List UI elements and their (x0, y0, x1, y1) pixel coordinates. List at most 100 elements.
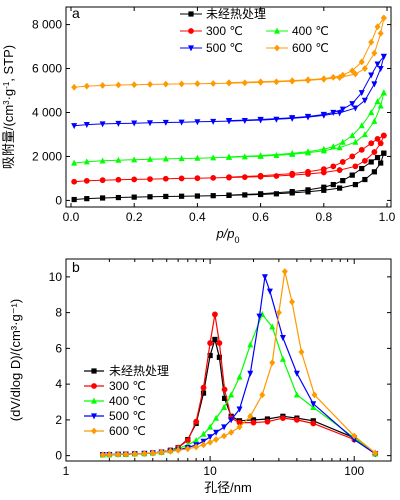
panel-a-x-tick-label-1: 0.2 (126, 210, 143, 224)
panel-b-series-4-point-27 (372, 449, 379, 457)
panel-a-series-0-ads-point-2 (100, 195, 106, 201)
panel-a-series-1-des-point-3 (358, 146, 365, 153)
panel-b-series-4-point-26 (351, 432, 358, 440)
panel-a-y-tick-label-4: 8 000 (32, 18, 62, 32)
panel-b-series-4-point-11 (193, 443, 200, 451)
panel-a-series-4-des-point-7 (320, 75, 327, 83)
panel-b-legend-label-1: 300 ℃ (109, 379, 146, 393)
panel-a-series-4-des-point-10 (257, 78, 264, 86)
panel-a-series-0-ads-point-20 (371, 169, 377, 175)
panel-a-series (71, 14, 387, 203)
panel-a-series-3-ads-point-9 (210, 118, 217, 125)
panel-a-series-1-des-point-5 (339, 159, 346, 165)
panel-a-series-0-ads-point-9 (210, 193, 216, 199)
panel-a-series-0-des-point-9 (289, 189, 295, 195)
panel-b-series-3-point-14 (213, 429, 220, 436)
panel-a-ylabel-mid: ·g (1, 89, 16, 101)
panel-a-series-2-desorption-line (228, 92, 385, 158)
panel-a-legend-label-1: 300 ℃ (206, 24, 243, 38)
panel-a-series-0-des-point-5 (340, 178, 346, 184)
panel-a-series-3-des-point-8 (305, 113, 311, 120)
panel-a-series-3-ads-point-4 (131, 120, 138, 127)
panel-b-x-axis-title: 孔径/nm (204, 480, 252, 495)
panel-a-y-tick-label-2: 4 000 (32, 105, 62, 119)
panel-a-series-1-ads-point-1 (83, 177, 90, 184)
panel-a-ylabel-sup1: 3 (2, 100, 11, 105)
panel-a-series-1-ads-point-9 (210, 174, 217, 181)
panel-a-series-2-ads-point-6 (162, 155, 169, 162)
panel-a-series-2-des-point-9 (289, 149, 296, 156)
panel-a-series-0-ads-point-13 (273, 191, 279, 197)
panel-a-series-4-ads-point-0 (71, 83, 78, 91)
panel-a-series-2-des-point-7 (320, 145, 327, 152)
panel-b-series-4-point-5 (141, 450, 148, 457)
panel-a-series-2-des-point-1 (374, 98, 381, 105)
panel-b-series-2-point-21 (279, 355, 286, 362)
panel-a-series-3-ads-point-0 (71, 123, 78, 130)
panel-a-series-3-ads-point-8 (194, 119, 201, 126)
panel-b-series-1-point-20 (264, 418, 271, 425)
panel-b-series-2-point-20 (269, 323, 276, 330)
panel-b-legend-marker-2 (91, 397, 97, 404)
panel-a-series-1-des-point-9 (289, 170, 296, 177)
panel-a-legend: 未经热处理 300 ℃ 400 ℃ 500 ℃ 600 ℃ (180, 7, 329, 55)
panel-a-series-2-adsorption-line (74, 92, 385, 164)
panel-a-series-1-des-point-11 (226, 174, 232, 181)
panel-a-series-3-des-point-4 (349, 101, 356, 108)
panel-a-series-3-des-point-10 (257, 116, 264, 123)
panel-a-series-1-ads-point-18 (352, 163, 359, 170)
panel-a-series-2-ads-point-4 (131, 156, 138, 163)
panel-b-series-2-point-14 (213, 414, 220, 421)
panel-a-series-3-ads-point-1 (83, 121, 90, 128)
panel-b-y-tick-label-1: 2 (55, 413, 62, 427)
panel-a-ticks: 0.0 0.2 0.4 0.6 0.8 1.0 0 2 000 4 000 6 000 8 000 (32, 7, 396, 224)
panel-a-series-2-ads-point-20 (371, 117, 378, 124)
panel-b-y-tick-label-0: 0 (55, 449, 62, 463)
panel-a-series-2-des-point-4 (349, 132, 356, 139)
panel-a-series-0-des-point-1 (374, 154, 381, 161)
panel-a-legend-label-2: 400 ℃ (292, 24, 329, 38)
panel-a-series-0-ads-point-11 (242, 192, 248, 198)
panel-b-series-2-point-16 (228, 391, 235, 398)
panel-b-legend-marker-0 (91, 368, 97, 374)
panel-b-series-2-point-17 (236, 373, 243, 380)
panel-a-series-3-adsorption-line (74, 56, 385, 127)
panel-a-series-2-ads-point-7 (178, 155, 185, 162)
panel-a-series-3-ads-point-5 (147, 120, 153, 127)
panel-b-series-1-point-14 (212, 311, 218, 318)
panel-a-series-0-des-point-3 (359, 165, 365, 172)
panel-b-legend-marker-1 (91, 383, 97, 389)
panel-a-series-3-des-point-11 (226, 118, 232, 125)
panel-b-series-4-point-2 (115, 450, 122, 458)
panel-a-plot-frame (65, 6, 392, 208)
panel-b-series-4-point-6 (149, 449, 156, 457)
panel-a-series-1-ads-point-13 (273, 173, 280, 179)
panel-b-y-tick-label-3: 6 (55, 341, 62, 355)
panel-a-series-2-ads-point-19 (361, 131, 368, 138)
panel-a-series-4-ads-point-18 (352, 70, 359, 78)
panel-b-series-4-point-9 (175, 446, 182, 454)
panel-a-series-4-ads-point-11 (241, 79, 248, 87)
panel-a-series-1-ads-point-6 (162, 175, 169, 182)
panel-a-series-4-ads-point-4 (131, 81, 138, 89)
panel-a-series-1-ads-point-11 (241, 174, 248, 181)
panel-a-x-tick-label-3: 0.6 (252, 210, 269, 224)
panel-b-series-2-point-15 (221, 403, 228, 410)
panel-a-series-0-ads-point-6 (163, 193, 169, 200)
panel-a-series-2-des-point-10 (257, 152, 264, 159)
panel-a-series-4-des-point-9 (289, 77, 296, 85)
panel-a-series-4-des-point-5 (339, 71, 346, 79)
panel-a-series-2-des-point-5 (339, 138, 346, 145)
panel-a-series-4-des-point-2 (368, 38, 375, 46)
panel-a-series-2-ads-point-3 (115, 156, 122, 163)
panel-a-series-2-ads-point-1 (83, 158, 90, 165)
panel-b-series-3-point-18 (247, 370, 254, 377)
panel-a-ylabel-sup2: -1 (2, 81, 11, 89)
panel-a-series-0-ads-point-19 (362, 176, 368, 183)
panel-a-series-1-ads-point-5 (147, 176, 153, 182)
panel-a-series-3-ads-point-7 (178, 119, 185, 126)
panel-b-series-1-point-23 (310, 420, 317, 427)
panel-b-series-1-point-19 (250, 419, 257, 426)
